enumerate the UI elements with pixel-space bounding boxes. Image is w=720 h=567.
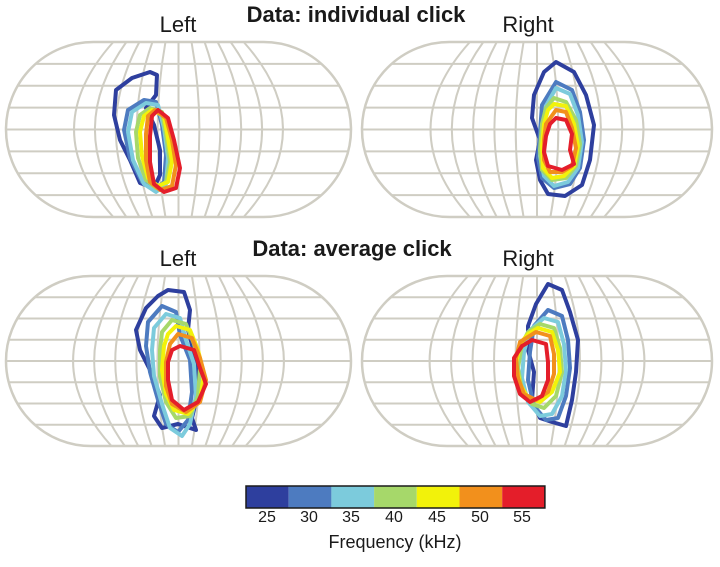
colorbar-swatch-50 (459, 486, 503, 508)
contour-tr-40 (538, 96, 582, 182)
contour-bl-50 (164, 332, 208, 414)
colorbar-swatch-35 (331, 486, 375, 508)
contour-br-30 (526, 308, 572, 422)
contour-bl-35 (150, 312, 198, 438)
label-left-average: Left (159, 246, 197, 271)
contour-tl-55 (148, 108, 182, 194)
colorbar-title: Frequency (kHz) (328, 532, 462, 552)
panel-heading-average: Data: average click (252, 236, 452, 261)
label-right-average: Right (502, 246, 554, 271)
globe-left-average (4, 274, 353, 448)
globe-right-average (360, 274, 714, 448)
label-left-individual: Left (159, 12, 197, 37)
colorbar-tick-25: 25 (258, 509, 276, 526)
contour-br-35 (520, 316, 568, 418)
globe-left-individual (4, 40, 353, 219)
colorbar-swatch-40 (374, 486, 417, 508)
contour-tr-45 (540, 102, 580, 180)
colorbar-tick-30: 30 (300, 509, 318, 526)
colorbar-tick-40: 40 (385, 509, 403, 526)
colorbar-tick-55: 55 (513, 509, 531, 526)
colorbar-tick-50: 50 (471, 509, 489, 526)
colorbar-swatch-45 (416, 486, 460, 508)
colorbar-swatch-25 (246, 486, 289, 508)
contour-br-55 (512, 338, 550, 404)
colorbar-tick-35: 35 (342, 509, 360, 526)
contour-tr-25 (530, 60, 596, 198)
contour-bl-55 (166, 344, 208, 412)
colorbar-tick-45: 45 (428, 509, 446, 526)
contour-tr-55 (542, 116, 576, 172)
colorbar-swatch-55 (502, 486, 545, 508)
label-right-individual: Right (502, 12, 554, 37)
panel-heading-individual: Data: individual click (246, 2, 466, 27)
colorbar-frame (245, 485, 546, 509)
colorbar-swatch-30 (288, 486, 332, 508)
